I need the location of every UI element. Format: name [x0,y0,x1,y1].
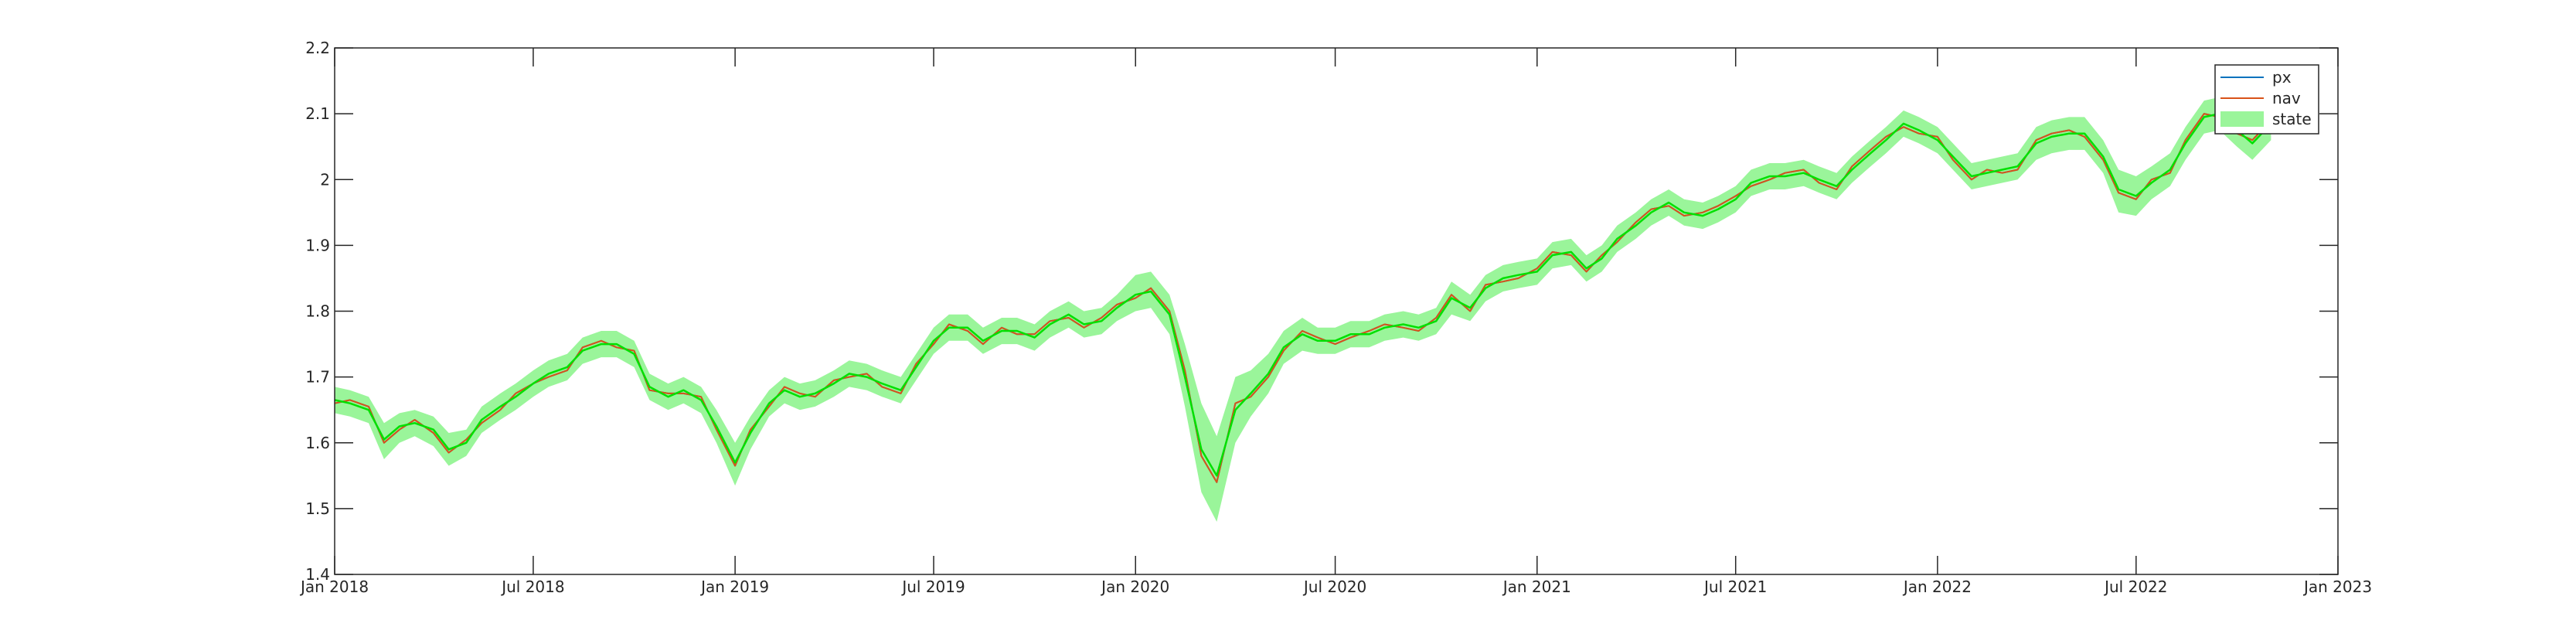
x-tick-label: Jul 2020 [1302,578,1366,596]
y-tick-label: 2.1 [305,104,330,123]
series-line-layer [334,112,2272,483]
legend-label-state: state [2272,110,2312,128]
legend-label-px: px [2272,68,2292,87]
x-tick-label: Jan 2022 [1902,578,1972,596]
y-tick-label: 1.7 [305,368,330,387]
y-tick-label: 1.8 [305,302,330,321]
y-tick-label: 2.2 [305,39,330,57]
x-tick-label: Jul 2018 [500,578,564,596]
x-tick-label: Jan 2023 [2302,578,2372,596]
state-band [335,97,2271,522]
legend-label-nav: nav [2272,89,2301,107]
y-tick-label: 1.4 [305,565,330,584]
axis-tick-layer [334,47,2339,575]
y-tick-label: 1.6 [305,434,330,452]
x-tick-label: Jan 2019 [699,578,769,596]
x-tick-label: Jul 2022 [2103,578,2167,596]
state-series-line [334,112,2272,477]
x-tick-label: Jul 2021 [1703,578,1767,596]
plot-area [335,48,2338,574]
legend-swatch-state [2220,111,2264,127]
state-band-layer [335,97,2271,522]
y-tick-label: 1.9 [305,236,330,254]
x-tick-label: Jul 2019 [900,578,965,596]
x-tick-label: Jan 2018 [299,578,369,596]
x-tick-label: Jan 2021 [1502,578,1571,596]
legend: px nav state [2214,64,2319,135]
y-tick-label: 1.5 [305,499,330,518]
y-axis-tick-labels: 1.4 1.5 1.6 1.7 1.8 1.9 2 2.1 2.2 [305,39,330,584]
x-axis-tick-labels: Jan 2018 Jul 2018 Jan 2019 Jul 2019 Jan 2020… [299,578,2372,596]
x-tick-label: Jan 2020 [1100,578,1169,596]
y-tick-label: 2 [320,170,330,189]
